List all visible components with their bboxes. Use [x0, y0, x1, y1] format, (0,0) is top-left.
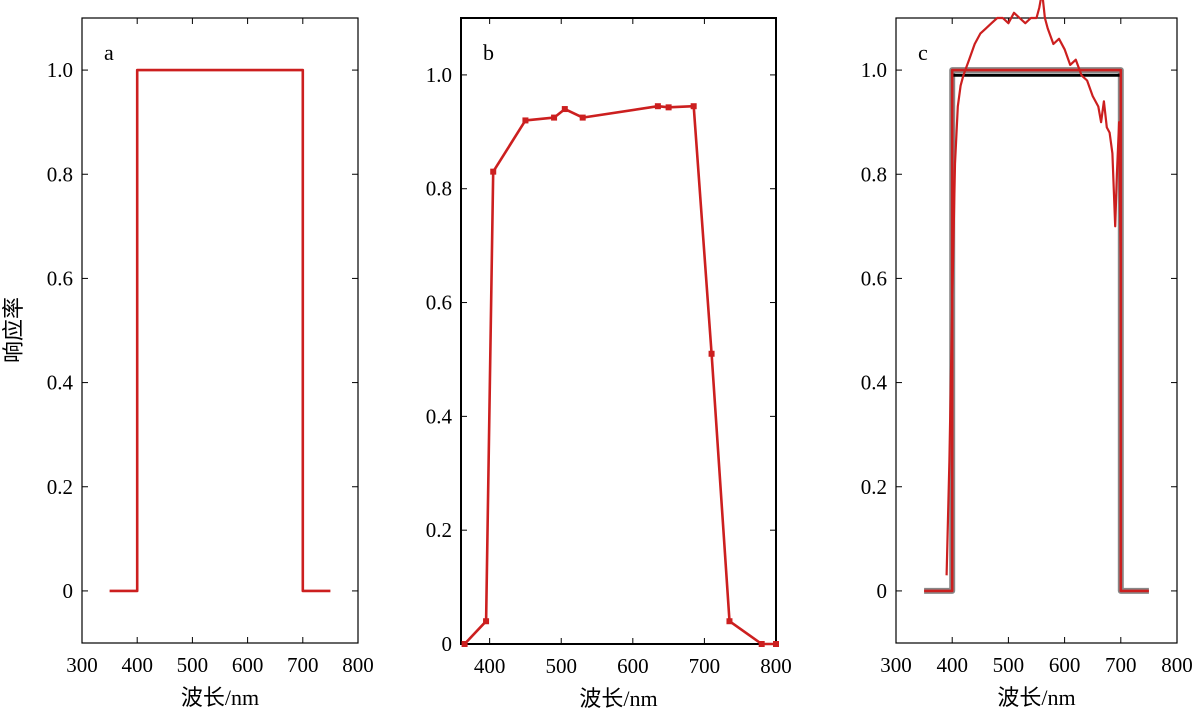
- plot-frame: [460, 17, 777, 645]
- panel-label: c: [918, 40, 928, 65]
- y-tick-label: 0.2: [47, 475, 73, 499]
- x-tick-label: 300: [880, 653, 912, 677]
- y-tick-label: 0: [63, 579, 74, 603]
- chart-panel-c: 300 400 500 600 700 800 0 0.2 0.4 0.6 0.8 1.0 波长/nm c: [861, 0, 1193, 710]
- data-marker: [561, 106, 568, 113]
- plot-frame: [81, 17, 359, 644]
- x-tick-label: 300: [66, 653, 98, 677]
- x-axis-title: 波长/nm: [181, 685, 259, 710]
- x-tick-label: 700: [287, 653, 319, 677]
- data-marker: [726, 618, 733, 625]
- x-axis-title: 波长/nm: [579, 686, 657, 711]
- x-tick-label: 600: [1049, 653, 1081, 677]
- y-tick-label: 0.4: [426, 404, 453, 428]
- chart-panel-a: 300 400 500 600 700 800 0 0.2 0.4 0.6 0.8 1.0 波长/nm a: [47, 17, 374, 710]
- measured-response-line: [945, 0, 1122, 576]
- data-marker: [490, 168, 497, 175]
- y-tick-label: 0: [442, 632, 453, 656]
- y-tick-label: 0.8: [426, 177, 452, 201]
- data-marker: [690, 103, 697, 110]
- reference-band: [924, 67, 1149, 594]
- data-marker: [483, 618, 490, 625]
- y-axis-title: 响应率: [1, 297, 26, 363]
- y-tick-label: 0: [877, 579, 888, 603]
- x-tick-label: 800: [342, 653, 374, 677]
- y-tick-label: 0.6: [426, 291, 452, 315]
- x-tick-label: 400: [936, 653, 968, 677]
- x-tick-label: 500: [993, 653, 1025, 677]
- response-line: [109, 68, 331, 593]
- response-line: [463, 104, 776, 646]
- x-tick-label: 500: [545, 654, 577, 678]
- y-tick-label: 1.0: [47, 58, 73, 82]
- y-tick-label: 0.4: [861, 371, 888, 395]
- y-tick-label: 0.2: [861, 475, 887, 499]
- panel-label: a: [104, 40, 114, 65]
- x-tick-label: 400: [121, 653, 153, 677]
- y-tick-label: 0.4: [47, 371, 74, 395]
- y-tick-label: 0.8: [861, 162, 887, 186]
- data-marker: [551, 114, 558, 121]
- x-tick-label: 700: [689, 654, 721, 678]
- panel-label: b: [483, 40, 494, 65]
- data-marker: [461, 641, 468, 647]
- y-tick-label: 0.8: [47, 162, 73, 186]
- x-tick-label: 700: [1105, 653, 1137, 677]
- x-tick-label: 600: [617, 654, 649, 678]
- plot-frame: [895, 17, 1178, 644]
- data-marker: [579, 114, 586, 121]
- rect-response-line: [924, 68, 1149, 593]
- data-marker: [522, 117, 529, 124]
- y-tick-label: 0.6: [47, 266, 73, 290]
- x-tick-label: 800: [1161, 653, 1193, 677]
- x-tick-label: 400: [474, 654, 506, 678]
- data-marker: [665, 104, 672, 111]
- x-tick-label: 500: [177, 653, 209, 677]
- data-marker: [758, 641, 765, 647]
- data-marker: [708, 350, 715, 357]
- x-tick-label: 800: [760, 654, 792, 678]
- x-axis-title: 波长/nm: [997, 685, 1075, 710]
- data-marker: [654, 103, 661, 110]
- x-tick-label: 600: [232, 653, 264, 677]
- y-tick-label: 0.6: [861, 266, 887, 290]
- chart-panel-b: 400 500 600 700 800 0 0.2 0.4 0.6 0.8 1.0 波长/nm b: [426, 17, 792, 711]
- y-tick-label: 0.2: [426, 518, 452, 542]
- y-tick-label: 1.0: [861, 58, 887, 82]
- data-marker: [773, 641, 779, 647]
- y-tick-label: 1.0: [426, 63, 452, 87]
